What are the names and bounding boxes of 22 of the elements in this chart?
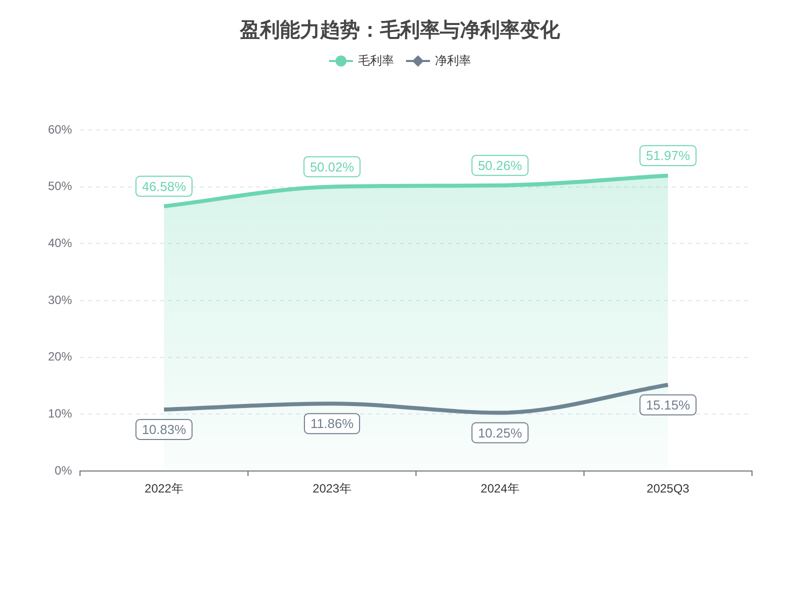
y-tick-label: 10%: [48, 406, 72, 420]
data-label: 11.86%: [310, 416, 354, 432]
data-label: 15.15%: [646, 397, 690, 412]
x-tick-label: 2025Q3: [646, 482, 690, 496]
data-label: 50.02%: [310, 159, 354, 174]
x-tick-label: 2024年: [480, 482, 520, 496]
legend-label: 毛利率: [358, 53, 394, 68]
x-tick-label: 2022年: [144, 482, 184, 496]
data-label: 10.25%: [478, 425, 522, 440]
data-label: 50.26%: [478, 158, 522, 173]
y-tick-label: 30%: [48, 292, 72, 307]
y-tick-label: 60%: [48, 122, 72, 136]
y-tick-label: 20%: [48, 350, 72, 364]
y-tick-label: 0%: [54, 463, 72, 478]
data-label: 10.83%: [142, 422, 186, 438]
x-tick-label: 2023年: [312, 482, 352, 496]
data-label: 51.97%: [646, 148, 690, 164]
y-tick-label: 50%: [48, 179, 72, 194]
legend-label: 净利率: [435, 53, 471, 68]
y-tick-label: 40%: [48, 236, 72, 250]
chart-title: 盈利能力趋势：毛利率与净利率变化: [239, 18, 561, 42]
data-label: 46.58%: [142, 178, 186, 194]
